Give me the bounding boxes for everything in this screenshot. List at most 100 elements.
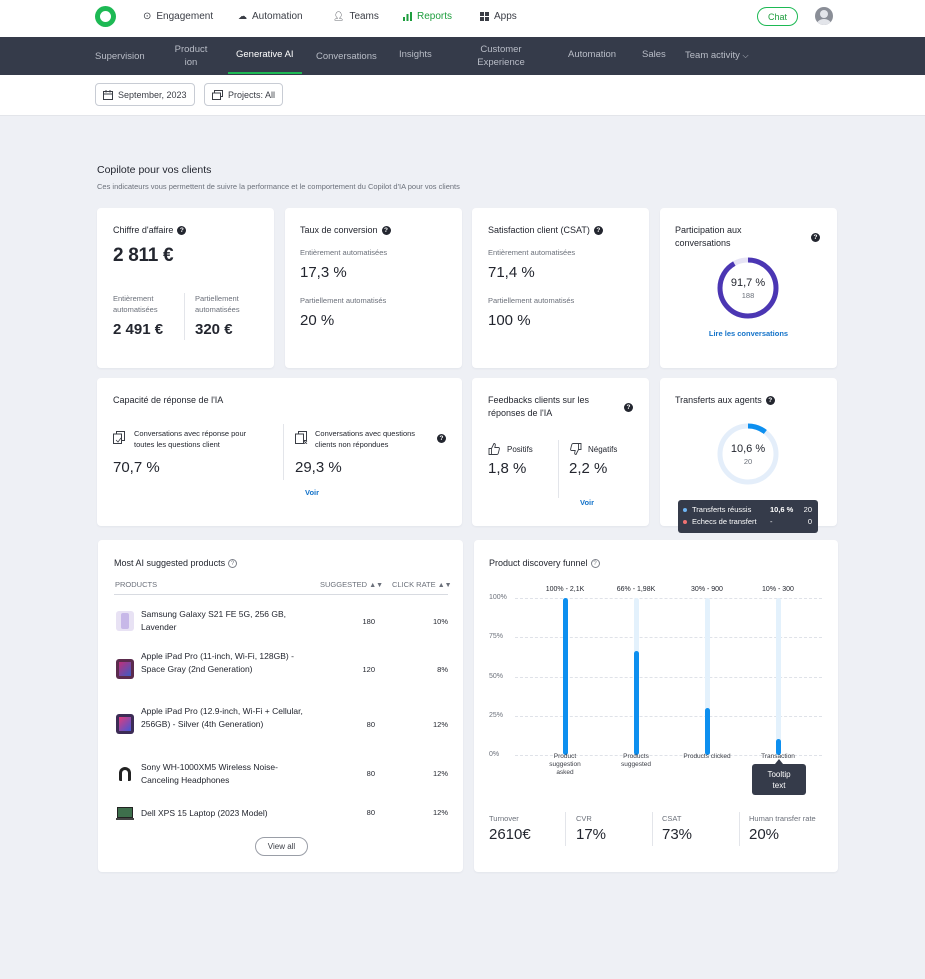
- reports-subnav: Supervision Product ion Generative AI Co…: [0, 37, 925, 75]
- top-bar: ⊙ Engagement ☁ Automation 👤︎ Teams Repor…: [0, 0, 925, 37]
- help-icon[interactable]: ?: [381, 226, 391, 236]
- conversion-full-label: Entièrement automatisées: [300, 248, 388, 257]
- tab-automation[interactable]: Automation: [568, 49, 617, 60]
- tab-conversations[interactable]: Conversations: [316, 51, 377, 62]
- feedback-title-1: Feedbacks clients sur les: [488, 395, 590, 405]
- help-icon[interactable]: ?: [765, 396, 775, 406]
- gridline: [515, 676, 822, 678]
- sort-icon: ▲▼: [369, 582, 384, 589]
- funnel-bar[interactable]: [563, 598, 568, 755]
- nav-reports[interactable]: Reports: [403, 11, 452, 22]
- section-title: Copilote pour vos clients: [97, 164, 212, 176]
- conversion-card: [285, 208, 462, 368]
- divider: [558, 440, 559, 498]
- product-name[interactable]: Samsung Galaxy S21 FE 5G, 256 GB, Lavend…: [141, 609, 287, 632]
- product-name[interactable]: Dell XPS 15 Laptop (2023 Model): [141, 808, 268, 818]
- funnel-bar-track: [776, 598, 781, 755]
- copy-check-icon: [113, 431, 125, 444]
- help-icon[interactable]: ?: [437, 434, 446, 443]
- divider: [184, 293, 185, 340]
- product-suggested: 180: [362, 617, 375, 626]
- feedback-negative-value: 2,2 %: [569, 460, 608, 477]
- tab-sales[interactable]: Sales: [642, 49, 666, 60]
- conversion-title: Taux de conversion?: [300, 224, 391, 236]
- chat-button[interactable]: Chat: [757, 7, 798, 26]
- tooltip-fail-pct: -: [770, 517, 773, 526]
- laptop-thumbnail: [116, 803, 134, 823]
- sort-icon: ▲▼: [437, 582, 452, 589]
- capacity-card: [97, 378, 462, 526]
- view-all-button[interactable]: View all: [255, 837, 308, 856]
- feedback-positive-value: 1,8 %: [488, 460, 527, 477]
- nav-engagement[interactable]: ⊙ Engagement: [143, 11, 214, 22]
- capacity-unanswered-value: 29,3 %: [295, 459, 342, 476]
- tab-supervision[interactable]: Supervision: [95, 51, 145, 62]
- feedback-title-2: réponses de l'IA: [488, 408, 553, 418]
- product-name[interactable]: Sony WH-1000XM5 Wireless Noise-Canceling…: [141, 762, 278, 785]
- funnel-bar[interactable]: [705, 707, 710, 755]
- tab-generative-ai[interactable]: Generative AI: [236, 49, 294, 60]
- transfers-donut-arc: [717, 423, 779, 485]
- help-icon[interactable]: ?: [593, 226, 603, 236]
- col-suggested[interactable]: SUGGESTED ▲▼: [320, 580, 384, 589]
- funnel-bar[interactable]: [634, 651, 639, 755]
- product-name[interactable]: Apple iPad Pro (12.9-inch, Wi-Fi + Cellu…: [141, 706, 303, 729]
- product-suggested: 80: [366, 808, 375, 817]
- y-tick-label: 25%: [489, 711, 504, 719]
- funnel-category-label: Products suggested: [621, 753, 651, 768]
- metric-value: 17%: [576, 826, 607, 843]
- date-filter-button[interactable]: September, 2023: [95, 83, 195, 106]
- tab-customer-experience[interactable]: Customer Experience: [477, 44, 525, 68]
- revenue-partial-label-1: Partiellement: [195, 294, 239, 303]
- tab-team-activity[interactable]: Team activity ⌵: [685, 50, 749, 61]
- tooltip-success-count: 20: [803, 505, 812, 514]
- col-click-rate[interactable]: CLICK RATE ▲▼: [392, 580, 452, 589]
- nav-apps[interactable]: Apps: [480, 11, 517, 22]
- help-icon[interactable]: ?: [811, 233, 820, 242]
- product-click-rate: 12%: [432, 769, 448, 778]
- help-icon[interactable]: ?: [228, 559, 238, 569]
- feedback-see-link[interactable]: Voir: [580, 498, 595, 507]
- csat-title: Satisfaction client (CSAT)?: [488, 224, 603, 236]
- funnel-bar[interactable]: [776, 739, 781, 755]
- headphones-thumbnail: [116, 764, 134, 784]
- revenue-full-label-2: automatisées: [113, 305, 158, 314]
- csat-partial-value: 100 %: [488, 312, 531, 329]
- nav-automation[interactable]: ☁ Automation: [238, 11, 303, 22]
- tab-insights[interactable]: Insights: [399, 49, 432, 60]
- funnel-data-label: 30% - 900: [691, 586, 723, 593]
- conversion-partial-value: 20 %: [300, 312, 335, 329]
- avatar[interactable]: [815, 7, 833, 25]
- person-icon: 👤︎: [333, 11, 345, 21]
- chevron-down-icon: ⌵: [742, 51, 749, 60]
- revenue-title: Chiffre d'affaire?: [113, 224, 187, 236]
- tooltip-success-pct: 10,6 %: [770, 505, 794, 514]
- metric-value: 73%: [662, 826, 693, 843]
- funnel-data-label: 100% - 2,1K: [545, 586, 585, 593]
- nav-teams[interactable]: 👤︎ Teams: [333, 11, 379, 22]
- capacity-answered-label-2: toutes les questions client: [134, 440, 220, 449]
- help-icon[interactable]: ?: [624, 403, 633, 412]
- help-icon[interactable]: ?: [177, 226, 187, 236]
- projects-filter-button[interactable]: Projects: All: [204, 83, 284, 106]
- transfers-count: 20: [743, 457, 753, 466]
- col-products[interactable]: PRODUCTS: [115, 580, 158, 589]
- product-name[interactable]: Apple iPad Pro (11-inch, Wi-Fi, 128GB) -…: [141, 651, 294, 674]
- tab-production[interactable]: Product ion: [174, 44, 208, 68]
- tooltip-success-label: Transferts réussis: [692, 505, 752, 514]
- read-conversations-link[interactable]: Lire les conversations: [708, 329, 789, 338]
- metric-value: 20%: [749, 826, 780, 843]
- product-thumbnail: [116, 611, 134, 631]
- table-header-divider: [114, 594, 448, 595]
- capacity-see-link[interactable]: Voir: [305, 488, 320, 497]
- tooltip-fail-label: Echecs de transfert: [692, 517, 757, 526]
- csat-card: [472, 208, 649, 368]
- grid-icon: [480, 12, 489, 21]
- funnel-category-label: Products clicked: [683, 753, 731, 760]
- chat-logo-icon[interactable]: [95, 6, 116, 27]
- revenue-full-label-1: Entièrement: [113, 294, 154, 303]
- help-icon[interactable]: ?: [590, 559, 600, 569]
- divider: [739, 812, 740, 846]
- participation-title-2: conversations: [675, 238, 731, 248]
- product-click-rate: 12%: [432, 808, 448, 817]
